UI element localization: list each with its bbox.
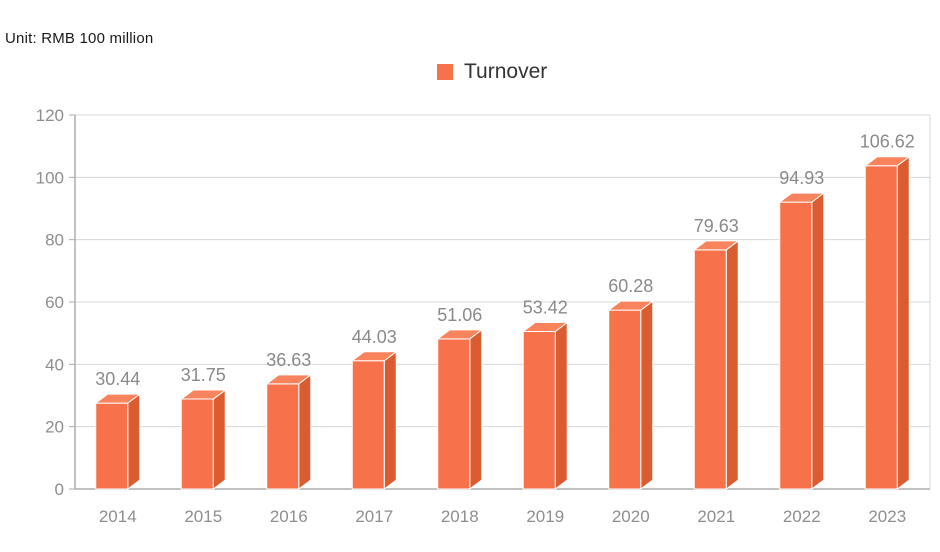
y-axis-label: 40 <box>45 355 64 374</box>
bar-side-face <box>469 329 483 490</box>
bar-value-label: 94.93 <box>779 168 824 188</box>
bar-value-label: 106.62 <box>860 132 915 152</box>
bar-2021[interactable] <box>693 240 739 490</box>
bar-value-label: 60.28 <box>608 276 653 296</box>
bar-side-face <box>298 374 312 490</box>
legend-swatch-icon <box>437 64 453 80</box>
x-axis-label: 2023 <box>868 507 906 526</box>
bar-value-label: 30.44 <box>95 369 140 389</box>
legend[interactable]: Turnover <box>437 60 547 84</box>
bar-2023[interactable] <box>864 156 910 490</box>
y-axis-label: 60 <box>45 293 64 312</box>
bar-value-label: 36.63 <box>266 350 311 370</box>
bar-value-label: 53.42 <box>523 298 568 318</box>
bar-front-face <box>95 402 129 490</box>
bar-front-face <box>693 249 727 490</box>
x-axis-label: 2015 <box>184 507 222 526</box>
bar-front-face <box>180 398 214 490</box>
bar-value-label: 44.03 <box>352 327 397 347</box>
bar-top-face <box>437 329 483 340</box>
bar-side-face <box>554 322 568 490</box>
x-axis-label: 2017 <box>355 507 393 526</box>
bar-top-face <box>95 393 141 404</box>
x-axis-label: 2016 <box>270 507 308 526</box>
bar-top-face <box>266 374 312 385</box>
y-axis-label: 20 <box>45 418 64 437</box>
bar-side-face <box>725 240 739 490</box>
bar-side-face <box>640 300 654 490</box>
bar-top-face <box>180 389 226 400</box>
bar-front-face <box>864 165 898 490</box>
legend-label: Turnover <box>464 60 548 83</box>
bar-2019[interactable] <box>522 322 568 490</box>
y-axis-label: 120 <box>36 106 64 125</box>
bar-2017[interactable] <box>351 351 397 490</box>
bar-front-face <box>522 331 556 490</box>
bar-front-face <box>266 383 300 490</box>
bar-top-face <box>864 156 910 167</box>
bar-top-face <box>522 322 568 333</box>
x-axis-label: 2020 <box>612 507 650 526</box>
bar-front-face <box>779 201 813 490</box>
x-axis-label: 2021 <box>697 507 735 526</box>
bar-top-face <box>779 192 825 203</box>
unit-label: Unit: RMB 100 million <box>5 30 154 47</box>
bar-front-face <box>608 309 642 490</box>
bar-side-face <box>896 156 910 490</box>
x-axis-label: 2022 <box>783 507 821 526</box>
bar-side-face <box>383 351 397 490</box>
bar-value-label: 51.06 <box>437 305 482 325</box>
bar-2015[interactable] <box>180 389 226 490</box>
bar-front-face <box>437 338 471 490</box>
bar-value-label: 31.75 <box>181 365 226 385</box>
bar-top-face <box>608 300 654 311</box>
bar-side-face <box>212 389 226 490</box>
bar-2014[interactable] <box>95 393 141 490</box>
y-axis-label: 80 <box>45 231 64 250</box>
bar-2018[interactable] <box>437 329 483 490</box>
bar-front-face <box>351 360 385 490</box>
y-axis-label: 0 <box>55 480 64 499</box>
x-axis-label: 2019 <box>526 507 564 526</box>
bar-2022[interactable] <box>779 192 825 490</box>
x-axis-label: 2018 <box>441 507 479 526</box>
x-axis-label: 2014 <box>99 507 137 526</box>
bar-top-face <box>693 240 739 251</box>
bar-top-face <box>351 351 397 362</box>
bar-2020[interactable] <box>608 300 654 490</box>
bar-side-face <box>127 393 141 490</box>
bar-value-label: 79.63 <box>694 216 739 236</box>
bar-2016[interactable] <box>266 374 312 490</box>
y-axis-label: 100 <box>36 168 64 187</box>
bar-side-face <box>811 192 825 490</box>
